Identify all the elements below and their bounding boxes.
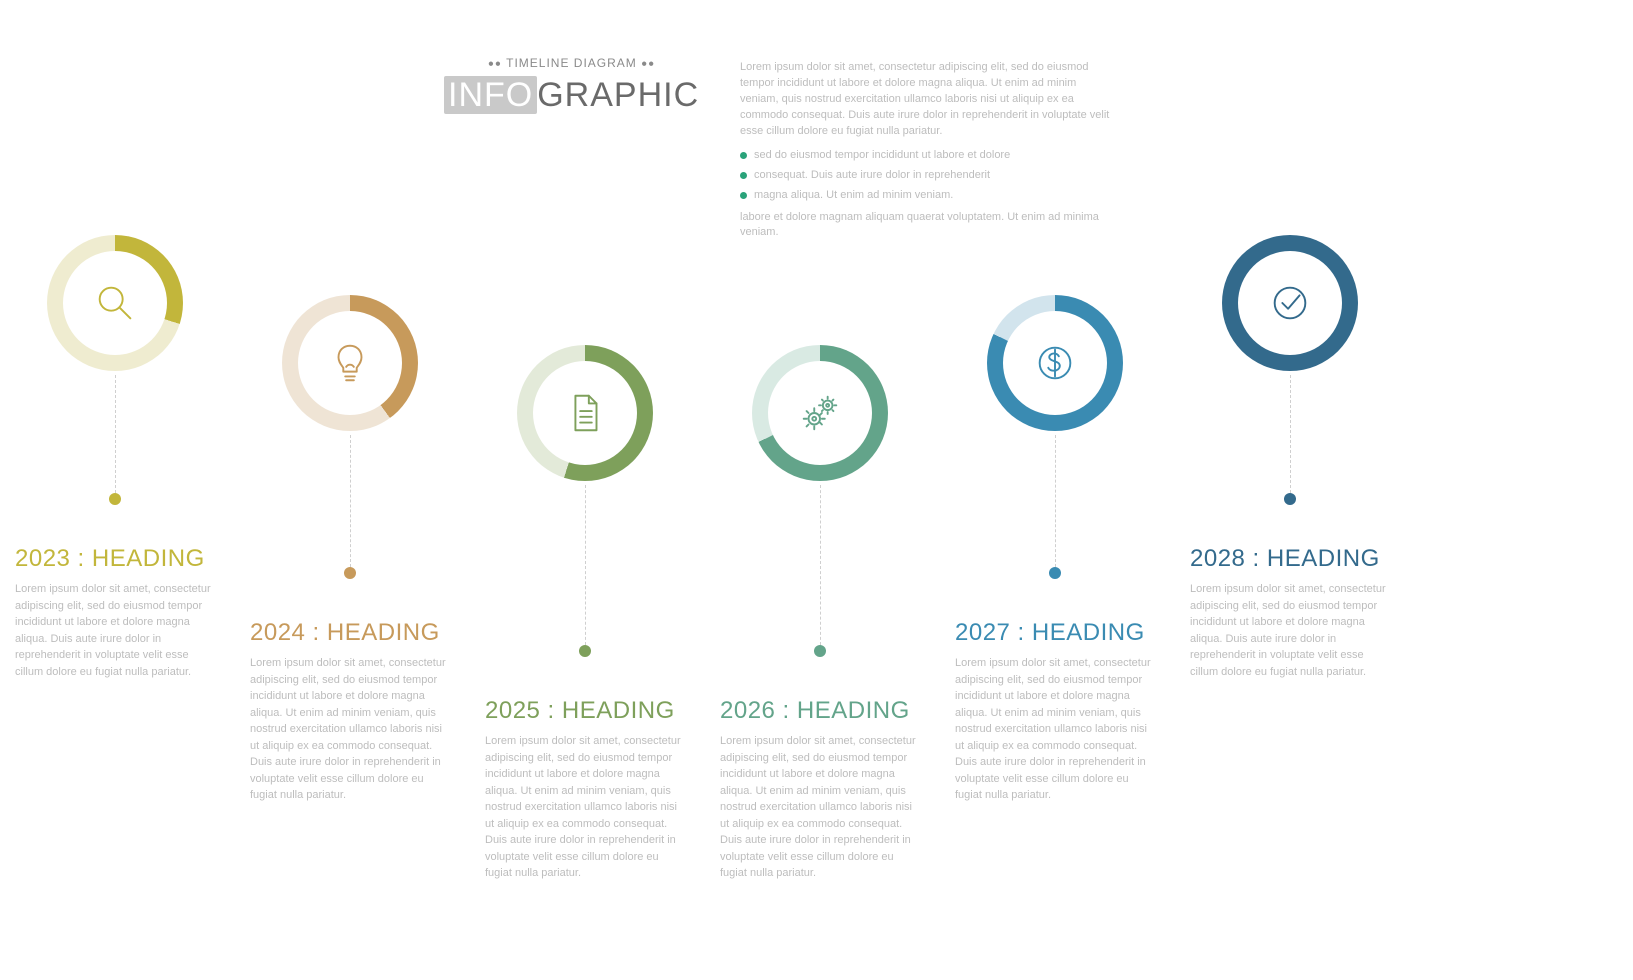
step-body: Lorem ipsum dolor sit amet, consectetur … — [250, 655, 450, 804]
gears-icon — [797, 390, 843, 436]
step-heading: 2025 : HEADING — [485, 697, 685, 725]
step-label: 2028 : HEADING Lorem ipsum dolor sit ame… — [1180, 545, 1400, 680]
step-label: 2025 : HEADING Lorem ipsum dolor sit ame… — [475, 697, 695, 882]
step-label: 2026 : HEADING Lorem ipsum dolor sit ame… — [710, 697, 930, 882]
step-heading: 2023 : HEADING — [15, 545, 215, 573]
progress-ring — [517, 345, 653, 481]
intro-bullet: sed do eiusmod tempor incididunt ut labo… — [740, 148, 1110, 164]
doc-icon — [562, 390, 608, 436]
step-label: 2024 : HEADING Lorem ipsum dolor sit ame… — [240, 619, 460, 804]
connector-line — [115, 375, 116, 493]
progress-ring — [282, 295, 418, 431]
timeline-step-2023: 2023 : HEADING Lorem ipsum dolor sit ame… — [5, 235, 225, 680]
connector-dot — [1049, 567, 1061, 579]
step-body: Lorem ipsum dolor sit amet, consectetur … — [720, 733, 920, 882]
step-heading: 2024 : HEADING — [250, 619, 450, 647]
title: INFOGRAPHIC — [444, 76, 699, 115]
connector-dot — [109, 493, 121, 505]
step-label: 2027 : HEADING Lorem ipsum dolor sit ame… — [945, 619, 1165, 804]
connector-line — [1055, 435, 1056, 567]
step-body: Lorem ipsum dolor sit amet, consectetur … — [485, 733, 685, 882]
progress-ring — [752, 345, 888, 481]
timeline-step-2028: 2028 : HEADING Lorem ipsum dolor sit ame… — [1180, 235, 1400, 680]
step-body: Lorem ipsum dolor sit amet, consectetur … — [1190, 581, 1390, 680]
intro-para-1: Lorem ipsum dolor sit amet, consectetur … — [740, 60, 1110, 140]
eyebrow-dots-left: ●● — [488, 58, 502, 69]
connector-dot — [1284, 493, 1296, 505]
timeline-step-2027: 2027 : HEADING Lorem ipsum dolor sit ame… — [945, 295, 1165, 804]
bulb-icon — [327, 340, 373, 386]
connector-line — [350, 435, 351, 567]
step-label: 2023 : HEADING Lorem ipsum dolor sit ame… — [5, 545, 225, 680]
step-body: Lorem ipsum dolor sit amet, consectetur … — [955, 655, 1155, 804]
header: ●● TIMELINE DIAGRAM ●● INFOGRAPHIC — [444, 56, 699, 115]
step-body: Lorem ipsum dolor sit amet, consectetur … — [15, 581, 215, 680]
intro-bullet: magna aliqua. Ut enim ad minim veniam. — [740, 188, 1110, 204]
eyebrow: ●● TIMELINE DIAGRAM ●● — [444, 56, 699, 70]
connector-line — [585, 485, 586, 645]
dollar-icon — [1032, 340, 1078, 386]
title-rest: GRAPHIC — [537, 76, 699, 114]
connector-dot — [344, 567, 356, 579]
intro-block: Lorem ipsum dolor sit amet, consectetur … — [740, 60, 1110, 249]
search-icon — [92, 280, 138, 326]
progress-ring — [987, 295, 1123, 431]
connector-dot — [814, 645, 826, 657]
progress-ring — [1222, 235, 1358, 371]
timeline: 2023 : HEADING Lorem ipsum dolor sit ame… — [0, 235, 1633, 795]
connector-line — [820, 485, 821, 645]
connector-dot — [579, 645, 591, 657]
intro-bullets: sed do eiusmod tempor incididunt ut labo… — [740, 148, 1110, 204]
eyebrow-dots-right: ●● — [641, 58, 655, 69]
step-heading: 2026 : HEADING — [720, 697, 920, 725]
timeline-step-2026: 2026 : HEADING Lorem ipsum dolor sit ame… — [710, 345, 930, 882]
connector-line — [1290, 375, 1291, 493]
step-heading: 2028 : HEADING — [1190, 545, 1390, 573]
check-icon — [1267, 280, 1313, 326]
title-highlight: INFO — [444, 76, 537, 114]
intro-bullet: consequat. Duis aute irure dolor in repr… — [740, 168, 1110, 184]
timeline-step-2024: 2024 : HEADING Lorem ipsum dolor sit ame… — [240, 295, 460, 804]
timeline-step-2025: 2025 : HEADING Lorem ipsum dolor sit ame… — [475, 345, 695, 882]
eyebrow-text: TIMELINE DIAGRAM — [506, 56, 637, 70]
step-heading: 2027 : HEADING — [955, 619, 1155, 647]
progress-ring — [47, 235, 183, 371]
